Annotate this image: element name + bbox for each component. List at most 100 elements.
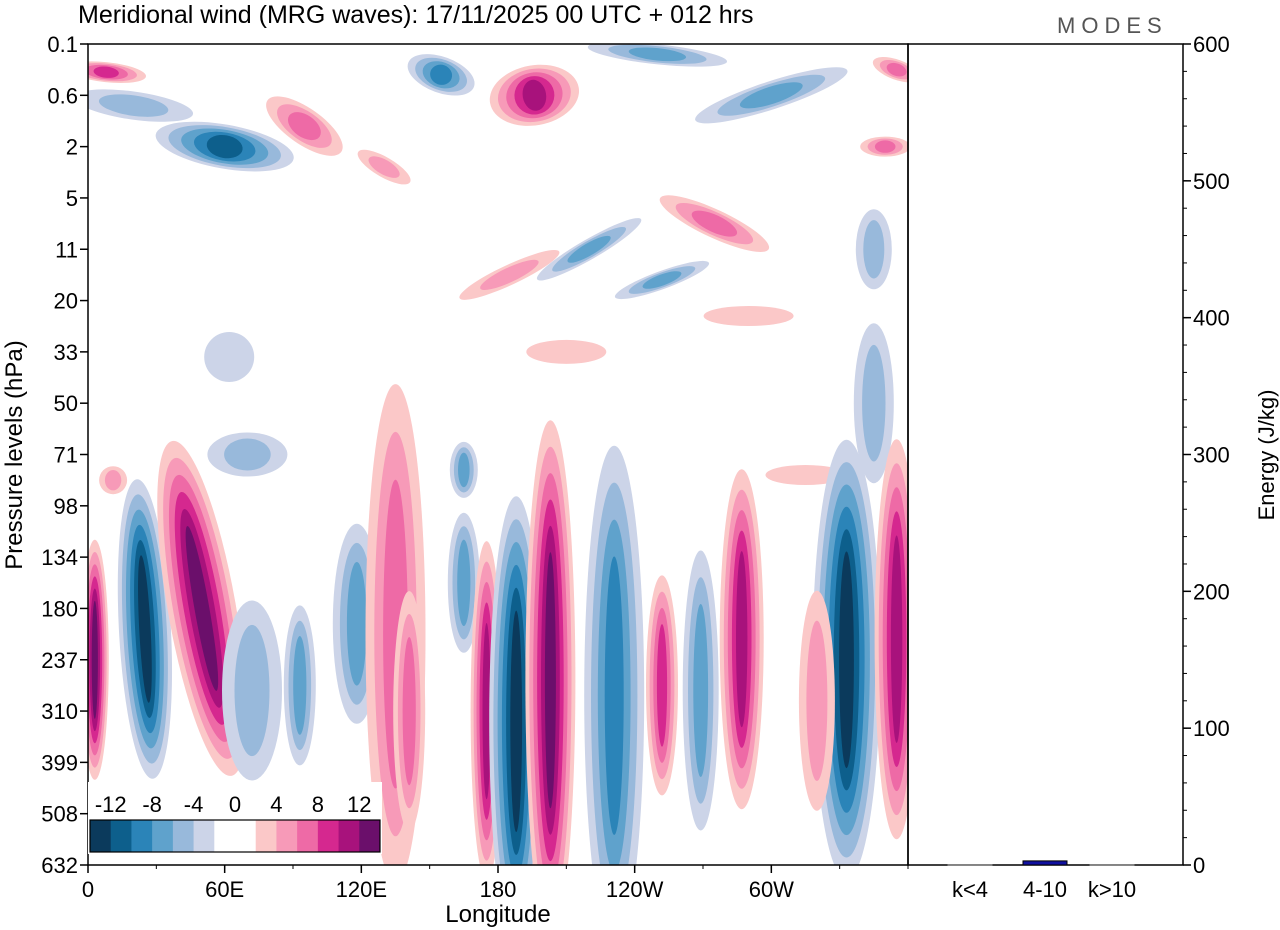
y-tick-label: 50: [54, 391, 78, 416]
mid-pos-b-level-1: [765, 465, 846, 485]
colorbar-swatch: [131, 820, 153, 852]
low-pos-1c: [393, 591, 426, 832]
x-tick-label: 60W: [749, 877, 794, 902]
low-pos-2e-level-4: [656, 624, 668, 747]
upper-neg-e-level-3: [739, 82, 803, 109]
contour-panel: 0.1 0.6 2 5 11 20 33 50 71 98 134 180 237 310 399 508 63…: [1, 32, 909, 928]
energy-panel: k<4 4-10 k>10 0 100 200 300 400 500 600 Energy (…: [907, 32, 1279, 902]
colorbar-legend: -12 -8 -4 0 4 8 12: [88, 782, 382, 854]
low-neg-1b-level-2: [234, 624, 270, 757]
low-pos-edge-level-6: [91, 600, 98, 719]
upper-pos-i: [703, 306, 794, 326]
energy-category-label: k>10: [1088, 877, 1136, 902]
mid-neg-d: [449, 441, 478, 498]
low-pos-2-level-6: [544, 552, 556, 809]
mid-pos-a: [99, 466, 128, 495]
low-pos-1c-level-3: [402, 637, 416, 786]
upper-pos-b: [266, 96, 343, 156]
energy-bars: k<4 4-10 k>10: [947, 860, 1136, 902]
x-tick-label: 60E: [205, 877, 244, 902]
colorbar-swatch: [90, 820, 112, 852]
energy-category-label: k<4: [952, 877, 988, 902]
y-tick-label: 0.1: [47, 32, 78, 57]
colorbar-label: 12: [347, 792, 371, 817]
energy-tick-label: 400: [1193, 306, 1230, 331]
low-neg-2e: [584, 445, 645, 865]
low-pos-3b: [798, 590, 835, 811]
energy-bar: [1089, 864, 1135, 866]
low-pos-2: [525, 420, 576, 865]
low-neg-2w: [447, 512, 480, 653]
low-neg-2-level-6: [510, 610, 523, 832]
chart-title: Meridional wind (MRG waves): 17/11/2025 …: [78, 1, 754, 29]
low-neg-2w-level-3: [457, 539, 471, 626]
upper-pos-d-level-5: [522, 79, 547, 111]
low-pos-1-level-6: [185, 525, 219, 691]
energy-bar: [947, 864, 993, 866]
y-tick-label: 2: [66, 135, 78, 160]
upper-neg-h: [614, 260, 710, 300]
y-tick-label: 71: [54, 443, 78, 468]
y-tick-label: 0.6: [47, 83, 78, 108]
mid-neg-c: [207, 432, 288, 477]
colorbar-swatch: [255, 820, 277, 852]
low-neg-1c-level-3: [293, 636, 307, 735]
low-pos-3b-level-2: [806, 620, 828, 781]
energy-tick-label: 200: [1193, 579, 1230, 604]
contour-field: [88, 44, 908, 865]
upper-neg-e: [695, 67, 848, 124]
y-tick-label: 632: [41, 853, 78, 878]
mid-pos-a-level-2: [104, 470, 122, 491]
upper-neg-g-level-2: [863, 220, 885, 279]
upper-neg-g: [855, 209, 892, 290]
low-neg-1: [117, 479, 173, 779]
energy-tick-label: 500: [1193, 169, 1230, 194]
low-neg-3-level-6: [839, 551, 854, 769]
x-tick-label: 180: [480, 877, 517, 902]
low-neg-1c: [283, 605, 316, 766]
y-axis-pressure: 0.1 0.6 2 5 11 20 33 50 71 98 134 180 237 310 399 508 63…: [41, 32, 88, 878]
y-tick-label: 98: [54, 494, 78, 519]
energy-axis-label: Energy (J/kg): [1254, 390, 1279, 521]
colorbar-swatch: [297, 820, 319, 852]
x-tick-label: 120E: [336, 877, 387, 902]
upper-pos-a: [88, 61, 146, 83]
colorbar-label: -8: [142, 792, 162, 817]
upper-neg-c: [407, 54, 475, 96]
low-pos-2w-level-5: [482, 623, 491, 800]
y-tick-label: 399: [41, 750, 78, 775]
upper-neg-d-level-3: [628, 47, 687, 62]
low-pos-2e: [646, 575, 678, 796]
colorbar-frame: [89, 819, 381, 853]
low-pos-3: [874, 439, 908, 840]
colorbar-swatch: [359, 820, 381, 852]
colorbar-swatch: [172, 820, 195, 852]
energy-bar: [1022, 860, 1068, 866]
upper-neg-f-level-3: [567, 235, 611, 263]
upper-pos-e-level-3: [886, 62, 907, 77]
mid-neg-b-level-2: [862, 344, 886, 462]
upper-pos-g: [659, 195, 770, 252]
colorbar-label: -12: [95, 792, 127, 817]
y-tick-label: 180: [41, 596, 78, 621]
low-neg-3w: [682, 550, 719, 831]
low-pos-3-level-5: [890, 535, 903, 743]
x-tick-label: 0: [82, 877, 94, 902]
colorbar-swatch: [214, 820, 236, 852]
mid-neg-b: [853, 323, 894, 484]
energy-tick-label: 600: [1193, 32, 1230, 57]
low-pos-edge: [88, 539, 109, 780]
upper-neg-a-level-5: [206, 134, 243, 159]
low-neg-1b: [222, 600, 282, 781]
upper-pos-j-level-1: [526, 339, 607, 364]
upper-neg-c-level-4: [430, 64, 453, 85]
upper-neg-h-level-3: [642, 271, 682, 289]
energy-tick-label: 300: [1193, 443, 1230, 468]
y-tick-label: 310: [41, 699, 78, 724]
y-tick-label: 508: [41, 802, 78, 827]
y-axis-label: Pressure levels (hPa): [1, 340, 28, 569]
low-neg-2e-level-4: [604, 556, 624, 835]
upper-pos-e: [872, 56, 908, 83]
upper-pos-j: [526, 339, 607, 364]
y-tick-label: 11: [55, 237, 78, 262]
